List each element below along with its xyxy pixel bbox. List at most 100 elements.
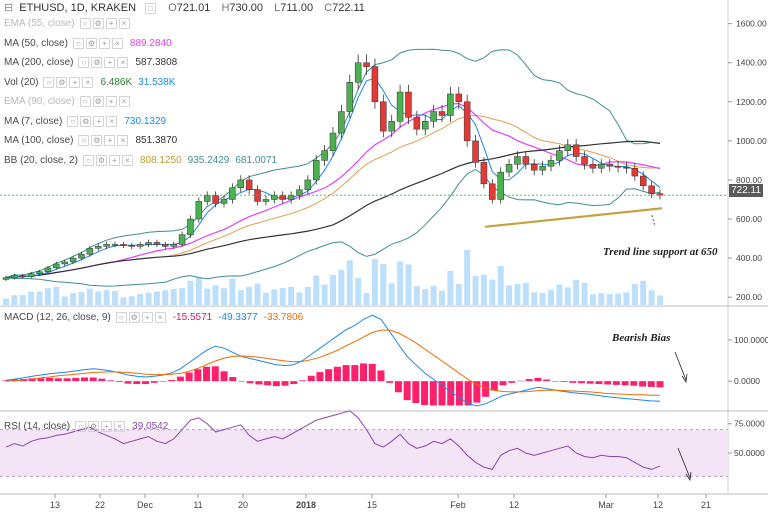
volume-bar xyxy=(120,297,127,305)
legend-row: EMA (90, close) ○ ⚙ + × xyxy=(4,96,131,108)
macd-histogram-bar xyxy=(630,381,638,386)
legend-close-icon[interactable]: × xyxy=(117,135,129,146)
legend-gear-icon[interactable]: ⚙ xyxy=(91,57,103,68)
volume-bar xyxy=(237,290,244,305)
volume-bar xyxy=(212,285,219,305)
candle-body xyxy=(572,144,580,157)
volume-bar xyxy=(53,286,60,305)
candle-body xyxy=(614,166,622,168)
legend-close-icon[interactable]: × xyxy=(121,154,133,166)
legend-close-icon[interactable]: × xyxy=(82,76,94,88)
macd-histogram-bar xyxy=(412,381,420,403)
macd-histogram-bar xyxy=(490,381,498,391)
rsi-legend-name[interactable]: RSI (14, close) xyxy=(4,421,71,433)
legend-close-icon[interactable]: × xyxy=(111,37,123,49)
legend-gear-icon[interactable]: ⚙ xyxy=(85,37,97,49)
signal-line xyxy=(5,329,660,396)
bias-arrow-head xyxy=(681,373,688,384)
volume-bar xyxy=(447,270,454,305)
legend-eye-icon[interactable]: ○ xyxy=(79,18,91,29)
settings-icon[interactable]: □ xyxy=(145,2,157,14)
legend-plus-icon[interactable]: + xyxy=(104,57,116,68)
macd-histogram-bar xyxy=(386,381,394,383)
legend-name[interactable]: EMA (90, close) xyxy=(4,96,75,108)
macd-legend-gear-icon[interactable]: ⚙ xyxy=(128,312,140,323)
candle-body xyxy=(178,234,186,245)
volume-bar xyxy=(648,290,655,305)
macd-legend-name[interactable]: MACD (12, 26, close, 9) xyxy=(4,312,111,324)
legend-row: MA (100, close) ○ ⚙ + × 851.3870 xyxy=(4,135,177,147)
legend-close-icon[interactable]: × xyxy=(118,18,130,29)
macd-legend-value: -33.7806 xyxy=(263,312,304,324)
candle-body xyxy=(245,179,253,190)
time-tick-label: 20 xyxy=(238,500,248,510)
candle-body xyxy=(581,156,588,165)
legend-name[interactable]: MA (7, close) xyxy=(4,115,63,127)
rsi-legend-close-icon[interactable]: × xyxy=(114,421,126,432)
legend-name[interactable]: EMA (55, close) xyxy=(4,18,75,30)
volume-bar xyxy=(472,275,479,305)
low-value: 711.00 xyxy=(280,2,314,14)
candle-body xyxy=(639,175,647,187)
volume-bar xyxy=(657,295,663,305)
legend-gear-icon[interactable]: ⚙ xyxy=(95,154,107,166)
candle-body xyxy=(329,132,337,151)
legend-name[interactable]: MA (100, close) xyxy=(4,135,74,147)
legend-eye-icon[interactable]: ○ xyxy=(79,96,91,107)
legend-name[interactable]: MA (50, close) xyxy=(4,37,68,49)
legend-eye-icon[interactable]: ○ xyxy=(67,115,79,127)
legend-value: 889.2840 xyxy=(129,37,172,49)
macd-legend-close-icon[interactable]: × xyxy=(154,312,166,323)
volume-bar xyxy=(413,286,420,305)
rsi-legend-eye-icon[interactable]: ○ xyxy=(75,421,87,432)
candle-body xyxy=(497,171,504,200)
collapse-icon[interactable]: ⊟ xyxy=(4,2,14,14)
volume-bar xyxy=(11,295,18,305)
legend-eye-icon[interactable]: ○ xyxy=(43,76,55,88)
legend-plus-icon[interactable]: + xyxy=(93,115,105,127)
legend-gear-icon[interactable]: ⚙ xyxy=(56,76,68,88)
volume-bars xyxy=(3,250,663,305)
legend-plus-icon[interactable]: + xyxy=(108,154,120,166)
legend-name[interactable]: Vol (20) xyxy=(4,76,39,88)
close-value: 722.11 xyxy=(332,2,365,14)
time-tick-label: 15 xyxy=(367,500,377,510)
legend-plus-icon[interactable]: + xyxy=(98,37,110,49)
rsi-legend-plus-icon[interactable]: + xyxy=(101,421,113,432)
legend-close-icon[interactable]: × xyxy=(117,57,129,68)
symbol-label[interactable]: ETHUSD, 1D, KRAKEN xyxy=(19,2,137,14)
legend-plus-icon[interactable]: + xyxy=(104,135,116,146)
price-tick-label: 1200.00 xyxy=(736,97,767,107)
open-label: O xyxy=(168,2,177,14)
rsi-legend-gear-icon[interactable]: ⚙ xyxy=(88,421,100,432)
legend-plus-icon[interactable]: + xyxy=(105,18,117,29)
legend-gear-icon[interactable]: ⚙ xyxy=(91,135,103,146)
candle-body xyxy=(438,111,446,116)
legend-gear-icon[interactable]: ⚙ xyxy=(92,18,104,29)
volume-bar xyxy=(589,294,596,305)
legend-name[interactable]: BB (20, close, 2) xyxy=(4,154,78,166)
volume-bar xyxy=(321,284,328,305)
macd-legend-eye-icon[interactable]: ○ xyxy=(115,312,127,323)
macd-histogram-bar xyxy=(429,381,437,406)
macd-histogram-bar xyxy=(28,378,36,382)
legend-close-icon[interactable]: × xyxy=(106,115,118,127)
legend-gear-icon[interactable]: ⚙ xyxy=(80,115,92,127)
legend-plus-icon[interactable]: + xyxy=(69,76,81,88)
volume-bar xyxy=(112,291,118,305)
volume-bar xyxy=(254,283,261,305)
legend-eye-icon[interactable]: ○ xyxy=(72,37,84,49)
legend-plus-icon[interactable]: + xyxy=(105,96,117,107)
macd-histogram-bar xyxy=(394,381,402,393)
volume-bar xyxy=(246,286,253,305)
legend-name[interactable]: MA (200, close) xyxy=(4,57,74,69)
macd-legend-plus-icon[interactable]: + xyxy=(141,312,153,323)
legend-close-icon[interactable]: × xyxy=(118,96,130,107)
legend-eye-icon[interactable]: ○ xyxy=(78,57,90,68)
volume-bar xyxy=(455,284,462,305)
legend-eye-icon[interactable]: ○ xyxy=(78,135,90,146)
legend-eye-icon[interactable]: ○ xyxy=(82,154,94,166)
legend-gear-icon[interactable]: ⚙ xyxy=(92,96,104,107)
rsi-tick-label: 75.0000 xyxy=(734,419,765,429)
